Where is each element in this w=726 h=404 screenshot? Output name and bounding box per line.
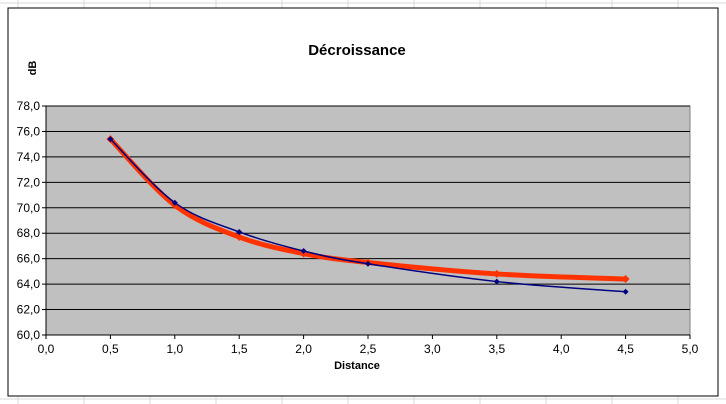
- x-axis-title: Distance: [334, 360, 380, 372]
- x-tick-label: 2,5: [360, 342, 377, 356]
- x-tick-label: 0,0: [38, 342, 55, 356]
- series-1[interactable]: [107, 136, 629, 295]
- series-2-point[interactable]: [492, 269, 501, 278]
- y-tick-label: 60,0: [17, 328, 41, 342]
- series-1-point[interactable]: [493, 278, 500, 285]
- series-1-point[interactable]: [300, 248, 307, 255]
- y-axis: 60,0 62,0 64,0 66,0 68,0 70,0 72,0 74,0 76,0 78,0: [17, 99, 47, 342]
- x-tick-label: 4,0: [553, 342, 570, 356]
- y-tick-label: 68,0: [17, 226, 41, 240]
- y-tick-label: 66,0: [17, 252, 41, 266]
- series-2-point[interactable]: [235, 233, 244, 242]
- series-1-point[interactable]: [236, 228, 243, 235]
- series-1-point[interactable]: [107, 136, 114, 143]
- y-tick-label: 74,0: [17, 150, 41, 164]
- x-tick-label: 2,0: [295, 342, 312, 356]
- x-tick-label: 4,5: [617, 342, 634, 356]
- series-2-point[interactable]: [621, 275, 630, 284]
- series-1-point[interactable]: [622, 288, 629, 295]
- x-tick-label: 3,5: [488, 342, 505, 356]
- x-tick-label: 0,5: [102, 342, 119, 356]
- y-tick-label: 78,0: [17, 99, 41, 113]
- y-tick-label: 62,0: [17, 303, 41, 317]
- series-1-point[interactable]: [171, 199, 178, 206]
- y-tick-label: 72,0: [17, 175, 41, 189]
- x-tick-label: 5,0: [682, 342, 699, 356]
- horizontal-gridlines: [46, 105, 690, 311]
- x-axis: 0,0 0,5 1,0 1,5 2,0 2,5 3,0 3,5 4,0 4,5 5,0: [38, 334, 699, 356]
- y-tick-label: 64,0: [17, 277, 41, 291]
- series-1-point[interactable]: [365, 260, 371, 267]
- chart-title: Décroissance: [308, 42, 406, 59]
- y-axis-title: dB: [27, 61, 39, 76]
- y-tick-label: 70,0: [17, 201, 41, 215]
- series-layer: [106, 135, 630, 295]
- x-tick-label: 3,0: [424, 342, 441, 356]
- x-tick-label: 1,0: [166, 342, 183, 356]
- plot-area[interactable]: [45, 105, 691, 336]
- x-tick-label: 1,5: [231, 342, 248, 356]
- y-tick-label: 76,0: [17, 124, 41, 138]
